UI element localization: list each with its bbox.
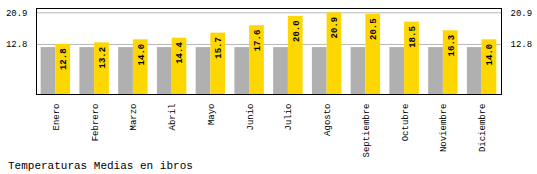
svg-text:Mayo: Mayo	[207, 104, 217, 126]
svg-text:Febrero: Febrero	[91, 104, 101, 142]
html-text:Temperaturas Medias en ibros: Temperaturas Medias en ibros	[8, 160, 193, 172]
svg-text:14.0: 14.0	[485, 44, 495, 66]
svg-text:Octubre: Octubre	[401, 104, 411, 142]
svg-text:20.9: 20.9	[511, 9, 533, 19]
svg-text:14.4: 14.4	[175, 42, 185, 64]
svg-text:Agosto: Agosto	[323, 104, 333, 136]
svg-text:Noviembre: Noviembre	[439, 104, 449, 153]
svg-text:13.2: 13.2	[98, 47, 108, 69]
svg-text:20.5: 20.5	[369, 18, 379, 40]
svg-text:15.7: 15.7	[214, 37, 224, 59]
svg-text:18.5: 18.5	[408, 26, 418, 48]
svg-text:20.0: 20.0	[292, 20, 302, 42]
svg-text:17.6: 17.6	[253, 30, 263, 52]
svg-text:Septiembre: Septiembre	[362, 104, 372, 158]
svg-text:Julio: Julio	[284, 104, 294, 131]
svg-text:12.8: 12.8	[59, 48, 69, 70]
svg-text:16.3: 16.3	[447, 35, 457, 57]
svg-text:Junio: Junio	[246, 104, 256, 131]
svg-text:12.8: 12.8	[6, 40, 28, 50]
svg-text:20.9: 20.9	[330, 17, 340, 39]
svg-text:20.9: 20.9	[6, 9, 28, 19]
svg-text:Marzo: Marzo	[129, 104, 139, 131]
svg-text:Diciembre: Diciembre	[478, 104, 488, 153]
svg-text:14.0: 14.0	[137, 44, 147, 66]
svg-text:Abril: Abril	[168, 104, 178, 131]
svg-text:Enero: Enero	[52, 104, 62, 131]
svg-text:12.8: 12.8	[511, 40, 533, 50]
